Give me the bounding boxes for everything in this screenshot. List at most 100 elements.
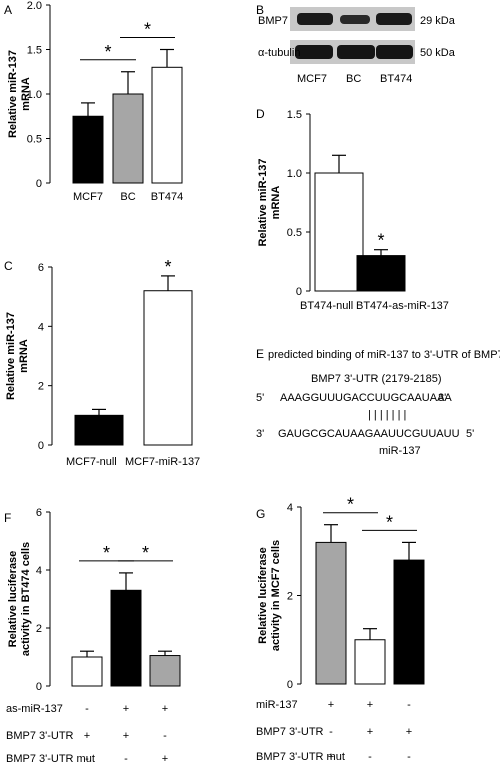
significance-star: * bbox=[103, 543, 110, 563]
condition-mark: - bbox=[407, 699, 411, 711]
bar bbox=[314, 172, 364, 292]
y-tick-label: 2 bbox=[36, 623, 42, 635]
bar bbox=[112, 93, 144, 184]
category-label: BT474-as-miR-137 bbox=[356, 300, 449, 312]
bar bbox=[72, 115, 104, 184]
panel-a-letter: A bbox=[4, 3, 12, 17]
chart-panel-a: 0 0.5 1.0 1.5 2.0 Relative miR-137mRNA * * MCF7 B… bbox=[7, 0, 183, 203]
y-tick-label: 1.5 bbox=[287, 109, 302, 121]
blot-band-tubulin-bc bbox=[337, 45, 375, 59]
condition-mark: + bbox=[162, 703, 168, 715]
condition-mark: + bbox=[84, 730, 90, 742]
y-axis-label-line: activity in BT474 cells bbox=[20, 542, 32, 656]
binding-pairs: | | | | | | | bbox=[368, 409, 406, 421]
chart-panel-g: 0 2 4 Relative luciferaseactivity in MCF7 c… bbox=[256, 495, 425, 763]
y-axis-label-line: Relative luciferase bbox=[257, 547, 269, 644]
y-axis-label: Relative luciferaseactivity in BT474 cel… bbox=[7, 542, 32, 656]
condition-mark: + bbox=[162, 753, 168, 765]
panel-g-letter: G bbox=[256, 507, 265, 521]
binding-bottom-3prime: 3' bbox=[256, 428, 264, 440]
blot-row-label-tubulin: α-tubulin bbox=[258, 47, 300, 59]
blot-band-bmp7-bt474 bbox=[376, 13, 412, 25]
binding-mirna-label: miR-137 bbox=[379, 445, 421, 457]
condition-label: BMP7 3'-UTR mut bbox=[6, 753, 95, 765]
bar bbox=[71, 656, 103, 687]
y-axis-label-line: activity in MCF7 cells bbox=[270, 540, 282, 651]
y-axis-label-line: Relative miR-137 bbox=[257, 158, 269, 246]
y-tick-label: 0 bbox=[287, 679, 293, 691]
binding-top-seq: AAAGGUUUGACCUUGCAAUAAA bbox=[280, 392, 452, 404]
category-label: BT474 bbox=[151, 191, 183, 203]
binding-top-5prime: 5' bbox=[256, 392, 264, 404]
blot-lane-mcf7: MCF7 bbox=[297, 73, 327, 85]
y-axis-label: Relative miR-137mRNA bbox=[7, 50, 32, 138]
panel-d-letter: D bbox=[256, 107, 265, 121]
y-tick-label: 2 bbox=[287, 591, 293, 603]
y-tick-label: 2 bbox=[38, 381, 44, 393]
bar bbox=[110, 589, 142, 687]
condition-mark: + bbox=[123, 730, 129, 742]
panel-f-letter: F bbox=[4, 511, 11, 525]
condition-mark: - bbox=[163, 730, 167, 742]
y-axis-label-line: Relative miR-137 bbox=[7, 50, 19, 138]
chart-panel-f: 0 2 4 6 Relative luciferaseactivity in BT474… bbox=[6, 507, 181, 765]
category-label: BT474-null bbox=[300, 300, 353, 312]
bar bbox=[315, 541, 347, 685]
bar bbox=[393, 559, 425, 685]
blot-size-bmp7: 29 kDa bbox=[420, 15, 456, 27]
blot-band-tubulin-mcf7 bbox=[295, 45, 333, 59]
binding-utr-label: BMP7 3'-UTR (2179-2185) bbox=[311, 373, 442, 385]
blot-band-tubulin-bt474 bbox=[376, 45, 413, 59]
chart-panel-c: 0 2 4 6 Relative miR-137mRNA * MCF7-null MCF7-m… bbox=[5, 257, 200, 468]
condition-mark: + bbox=[367, 699, 373, 711]
condition-mark: - bbox=[85, 703, 89, 715]
condition-label: miR-137 bbox=[256, 699, 298, 711]
y-tick-label: 4 bbox=[36, 565, 42, 577]
panel-b-letter: B bbox=[256, 3, 264, 17]
y-tick-label: 0 bbox=[296, 286, 302, 298]
y-tick-label: 0.5 bbox=[27, 134, 42, 146]
category-label: MCF7 bbox=[73, 191, 103, 203]
y-axis-label-line: mRNA bbox=[18, 339, 30, 373]
bar bbox=[356, 255, 406, 292]
category-label: MCF7-null bbox=[66, 456, 117, 468]
condition-mark: - bbox=[329, 726, 333, 738]
blot-lane-bc: BC bbox=[346, 73, 361, 85]
condition-label: BMP7 3'-UTR bbox=[256, 726, 324, 738]
significance-star: * bbox=[164, 257, 171, 277]
condition-mark: - bbox=[85, 753, 89, 765]
binding-diagram: predicted binding of miR-137 to 3'-UTR o… bbox=[256, 349, 500, 457]
y-tick-label: 1.0 bbox=[287, 168, 302, 180]
significance-star: * bbox=[377, 231, 384, 251]
y-tick-label: 6 bbox=[36, 507, 42, 519]
blot-lane-bt474: BT474 bbox=[380, 73, 412, 85]
y-tick-label: 4 bbox=[287, 502, 293, 514]
blot-band-bmp7-mcf7 bbox=[297, 13, 333, 25]
condition-mark: - bbox=[368, 751, 372, 763]
condition-mark: + bbox=[406, 726, 412, 738]
y-axis-label-line: Relative miR-137 bbox=[5, 312, 17, 400]
bar bbox=[354, 639, 386, 685]
y-axis-label: Relative miR-137mRNA bbox=[257, 158, 282, 246]
y-tick-label: 6 bbox=[38, 262, 44, 274]
significance-star: * bbox=[144, 20, 151, 40]
binding-bottom-5prime: 5' bbox=[466, 428, 474, 440]
condition-mark: + bbox=[123, 703, 129, 715]
binding-bottom-seq: GAUGCGCAUAAGAAUUCGUUAUU bbox=[278, 428, 460, 440]
blot-band-bmp7-bc bbox=[340, 15, 370, 24]
y-tick-label: 0 bbox=[38, 440, 44, 452]
y-tick-label: 0.5 bbox=[287, 227, 302, 239]
significance-star: * bbox=[104, 42, 111, 62]
y-tick-label: 1.0 bbox=[27, 89, 42, 101]
condition-mark: - bbox=[124, 753, 128, 765]
western-blot: BMP7 α-tubulin 29 kDa 50 kDa MCF7 BC BT4… bbox=[258, 7, 456, 85]
bar bbox=[143, 290, 193, 446]
condition-mark: + bbox=[328, 751, 334, 763]
category-label: BC bbox=[120, 191, 135, 203]
significance-star: * bbox=[142, 543, 149, 563]
condition-label: as-miR-137 bbox=[6, 703, 63, 715]
binding-top-3prime: 3' bbox=[438, 392, 446, 404]
condition-label: BMP7 3'-UTR bbox=[6, 730, 74, 742]
y-axis-label-line: mRNA bbox=[270, 186, 282, 220]
